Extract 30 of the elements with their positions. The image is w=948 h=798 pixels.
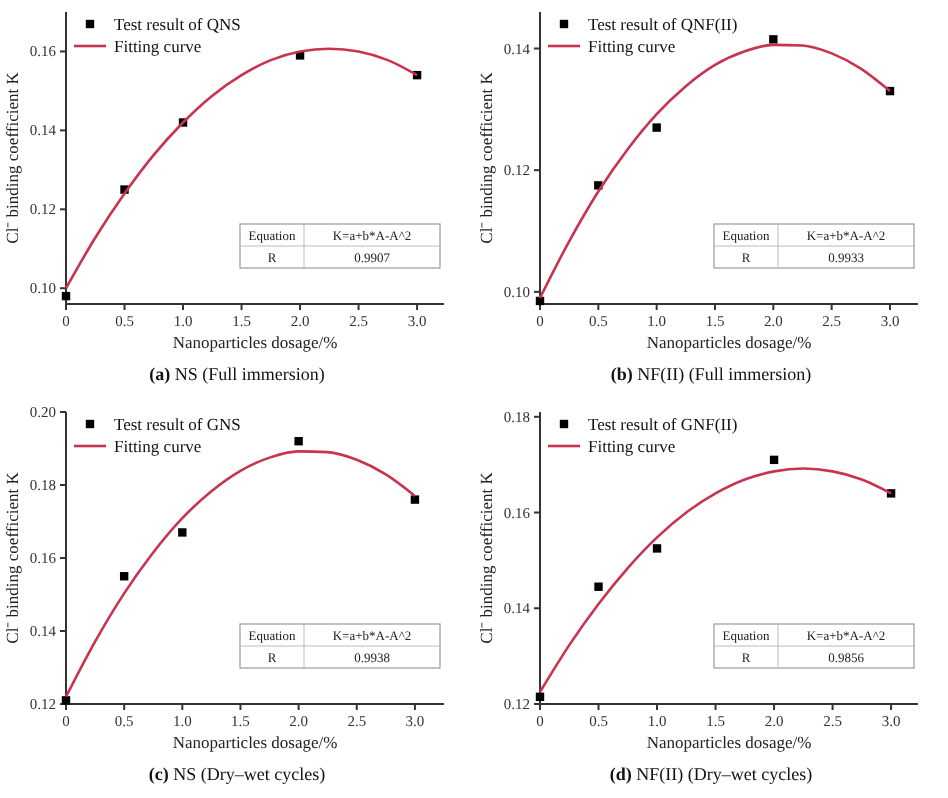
point <box>410 495 420 504</box>
point <box>294 437 303 446</box>
point <box>652 123 661 132</box>
y-axis-title: Cl⁻ binding coefficient K <box>2 70 22 244</box>
legend-label: Test result of QNS <box>114 14 242 34</box>
point <box>769 455 779 465</box>
point <box>61 291 71 301</box>
legend-label: Test result of GNS <box>114 414 242 434</box>
y-axis-title: Cl⁻ binding coefficient K <box>2 470 22 644</box>
x-axis-title: Nanoparticles dosage/% <box>646 732 812 752</box>
y-axis-title: Cl⁻ binding coefficient K <box>476 470 496 644</box>
x-axis-title: Nanoparticles dosage/% <box>646 332 812 352</box>
legend-label: Test result of GNF(II) <box>588 414 738 434</box>
x-axis-title: Nanoparticles dosage/% <box>172 332 338 352</box>
legend-label: Fitting curve <box>588 36 676 56</box>
legend-label: Test result of QNF(II) <box>588 14 738 34</box>
text: (d) NF(II) (Dry–wet cycles) <box>609 764 813 784</box>
legend-label: Fitting curve <box>588 436 676 456</box>
point <box>652 544 662 553</box>
legend-label: Fitting curve <box>114 36 202 56</box>
point <box>178 528 187 537</box>
point <box>119 572 129 581</box>
x-axis-title: Nanoparticles dosage/% <box>172 732 338 752</box>
text: (b) NF(II) (Full immersion) <box>610 364 812 384</box>
legend-label: Fitting curve <box>114 436 202 456</box>
point <box>594 582 603 591</box>
y-axis-title: Cl⁻ binding coefficient K <box>476 70 496 244</box>
point <box>769 35 778 44</box>
text: (a) NS (Full immersion) <box>149 364 325 384</box>
text: (c) NS (Dry–wet cycles) <box>148 764 326 784</box>
